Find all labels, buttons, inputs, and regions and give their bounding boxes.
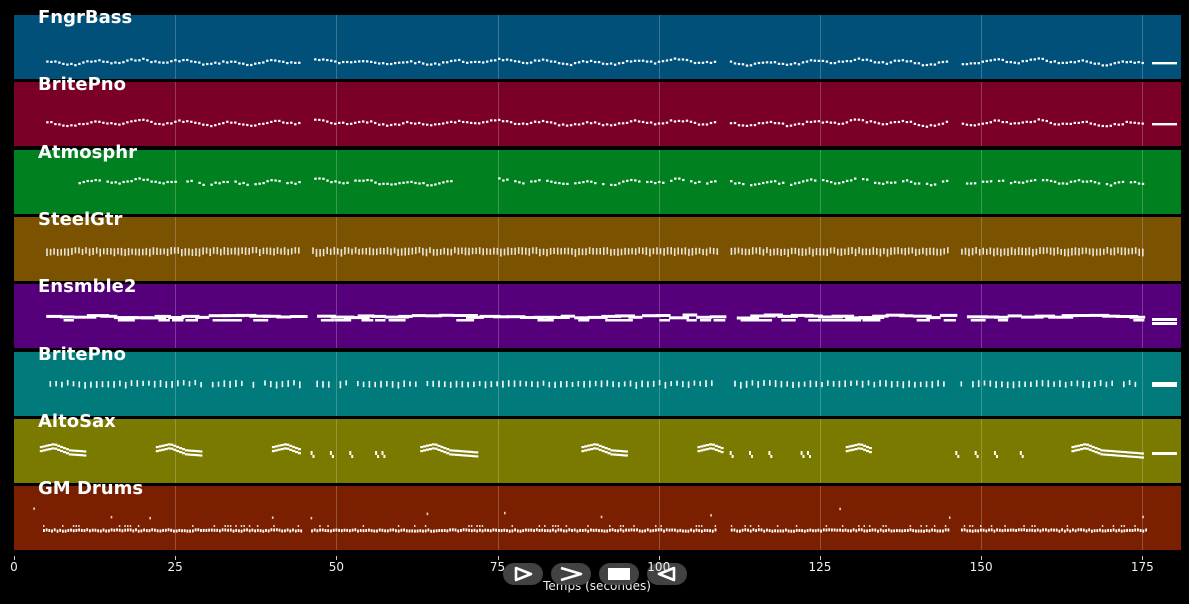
track-list: FngrBass BritePno Atmosphr SteelGtr Ensmble2… bbox=[14, 8, 1181, 551]
grid-line bbox=[1142, 351, 1144, 416]
axis-tick-label: 25 bbox=[167, 560, 183, 574]
track-5: Ensmble2 bbox=[14, 277, 1181, 349]
axis-tick bbox=[336, 556, 338, 560]
track-1: FngrBass bbox=[14, 8, 1181, 79]
track-name: AltoSax bbox=[38, 410, 116, 432]
grid-line bbox=[658, 418, 660, 483]
grid-line bbox=[336, 15, 338, 79]
axis-tick-label: 100 bbox=[647, 560, 671, 574]
axis-tick bbox=[981, 556, 983, 560]
grid-line bbox=[819, 418, 821, 483]
grid-line bbox=[497, 486, 499, 551]
note-roll bbox=[46, 246, 1144, 257]
axis-tick bbox=[175, 556, 177, 560]
grid-line bbox=[1142, 149, 1144, 214]
playback-controls bbox=[503, 563, 688, 587]
grid-line bbox=[819, 149, 821, 214]
forward-button[interactable] bbox=[551, 563, 591, 585]
grid-line bbox=[497, 351, 499, 416]
grid-line bbox=[981, 418, 983, 483]
grid-line bbox=[336, 216, 338, 281]
note-roll bbox=[49, 379, 1177, 389]
axis-tick bbox=[819, 556, 821, 560]
grid-line bbox=[497, 418, 499, 483]
track-4: SteelGtr bbox=[14, 209, 1181, 281]
axis-tick-label: 150 bbox=[969, 560, 993, 574]
grid-line bbox=[658, 15, 660, 79]
axis-tick bbox=[14, 556, 15, 560]
grid-line bbox=[981, 82, 983, 147]
grid-line bbox=[819, 486, 821, 551]
grid-line bbox=[1142, 418, 1144, 483]
grid-line bbox=[658, 216, 660, 281]
track-name: SteelGtr bbox=[38, 208, 123, 230]
grid-line bbox=[658, 486, 660, 551]
track-7: AltoSax bbox=[14, 411, 1181, 483]
grid-line bbox=[819, 82, 821, 147]
play-button[interactable] bbox=[503, 563, 543, 585]
axis-tick-label: 175 bbox=[1130, 560, 1154, 574]
track-name: FngrBass bbox=[38, 7, 133, 28]
axis-tick bbox=[1142, 556, 1144, 560]
grid-line bbox=[336, 149, 338, 214]
track-3: Atmosphr bbox=[14, 142, 1181, 214]
axis-tick bbox=[497, 556, 499, 560]
track-8: GM Drums bbox=[14, 479, 1181, 551]
grid-line bbox=[981, 216, 983, 281]
grid-line bbox=[497, 82, 499, 147]
grid-line bbox=[175, 15, 177, 79]
axis-tick bbox=[658, 556, 660, 560]
forward-icon bbox=[560, 566, 583, 582]
axis-tick-label: 75 bbox=[489, 560, 506, 574]
axis-tick-label: 0 bbox=[10, 560, 18, 574]
grid-line bbox=[497, 149, 499, 214]
track-2: BritePno bbox=[14, 75, 1181, 147]
grid-line bbox=[1142, 15, 1144, 79]
grid-line bbox=[981, 15, 983, 79]
axis-tick-label: 50 bbox=[328, 560, 345, 574]
note-roll bbox=[46, 57, 1177, 67]
play-icon bbox=[514, 566, 533, 582]
track-name: GM Drums bbox=[38, 478, 144, 500]
grid-line bbox=[175, 351, 177, 416]
grid-line bbox=[336, 486, 338, 551]
grid-line bbox=[819, 15, 821, 79]
track-name: BritePno bbox=[38, 74, 126, 96]
track-6: BritePno bbox=[14, 344, 1181, 416]
track-name: Atmosphr bbox=[38, 141, 137, 163]
grid-line bbox=[336, 351, 338, 416]
grid-line bbox=[175, 82, 177, 147]
rewind-icon bbox=[657, 566, 676, 582]
note-roll bbox=[78, 176, 1145, 187]
grid-line bbox=[658, 82, 660, 147]
stop-button[interactable] bbox=[599, 563, 639, 585]
grid-line bbox=[175, 486, 177, 551]
rewind-button[interactable] bbox=[647, 563, 687, 585]
axis-tick-label: 125 bbox=[808, 560, 832, 574]
grid-line bbox=[981, 486, 983, 551]
grid-line bbox=[981, 351, 983, 416]
grid-line bbox=[175, 418, 177, 483]
track-name: BritePno bbox=[38, 343, 126, 365]
note-roll bbox=[46, 313, 1177, 326]
note-roll bbox=[39, 443, 1177, 459]
track-name: Ensmble2 bbox=[38, 276, 137, 298]
note-roll bbox=[33, 507, 1147, 533]
grid-line bbox=[175, 216, 177, 281]
note-roll bbox=[46, 118, 1177, 129]
grid-line bbox=[336, 418, 338, 483]
grid-line bbox=[819, 351, 821, 416]
grid-line bbox=[1142, 82, 1144, 147]
grid-line bbox=[336, 82, 338, 147]
grid-line bbox=[981, 149, 983, 214]
stop-icon bbox=[608, 568, 630, 580]
grid-line bbox=[497, 15, 499, 79]
